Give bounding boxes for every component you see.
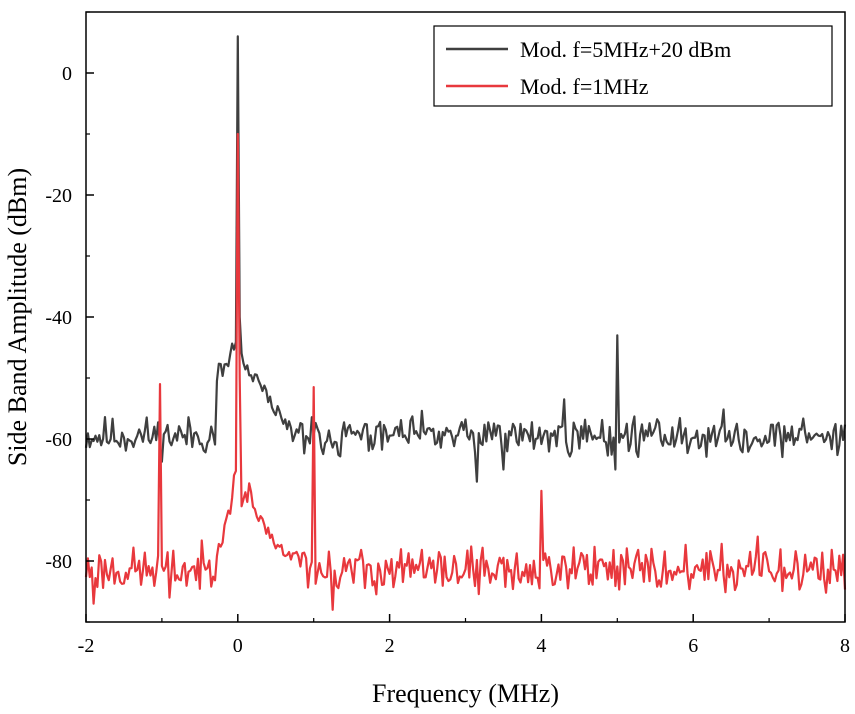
plot-lines	[84, 35, 847, 611]
legend-box	[433, 25, 833, 107]
x-tick-label: 0	[233, 635, 243, 657]
axis-ticks: -2 0 2 4 6 80-20-40-60-80	[45, 11, 850, 657]
legend-label-series-2: Mod. f=1MHz	[520, 74, 649, 99]
y-tick-label: -80	[45, 551, 72, 573]
y-axis-label: Side Band Amplitude (dBm)	[3, 168, 32, 466]
y-tick-label: -40	[45, 307, 72, 329]
x-tick-label: 2	[385, 635, 395, 657]
y-tick-label: -60	[45, 429, 72, 451]
y-tick-label: 0	[62, 63, 72, 85]
y-tick-label: -20	[45, 185, 72, 207]
x-axis-label: Frequency (MHz)	[372, 679, 559, 708]
series-line-1	[84, 35, 847, 483]
x-tick-label: 8	[840, 635, 850, 657]
series-line-2	[84, 132, 847, 611]
legend-label-series-1: Mod. f=5MHz+20 dBm	[520, 37, 731, 62]
x-tick-label: 6	[688, 635, 698, 657]
legend: Mod. f=5MHz+20 dBm Mod. f=1MHz	[433, 25, 833, 107]
x-tick-label: -2	[78, 635, 95, 657]
x-tick-label: 4	[536, 635, 546, 657]
